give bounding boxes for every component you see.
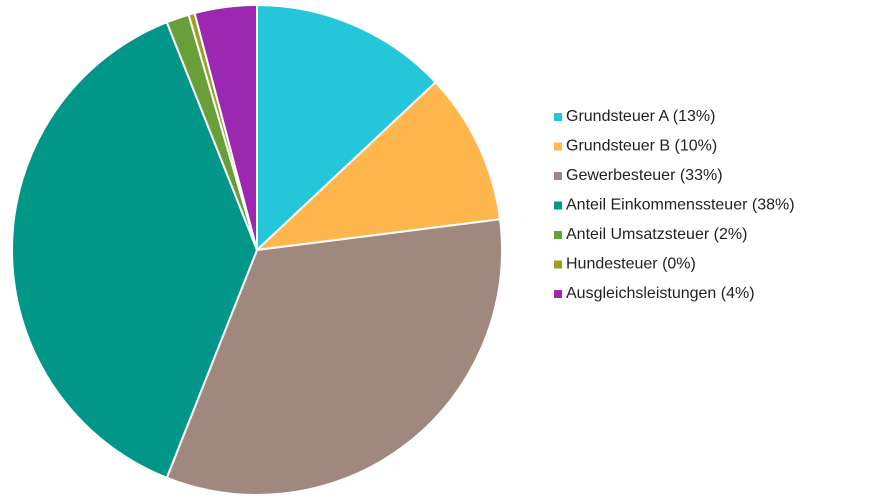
legend-swatch	[554, 231, 562, 239]
legend-swatch	[554, 113, 562, 121]
legend-label: Grundsteuer A (13%)	[566, 108, 715, 125]
legend-swatch	[554, 290, 562, 298]
legend-swatch	[554, 201, 562, 210]
pie-slice	[165, 218, 503, 496]
legend-label: Ausgleichsleistungen (4%)	[566, 285, 755, 302]
legend-swatch	[554, 260, 562, 269]
pie-slice	[254, 80, 502, 252]
legend-label: Gewerbesteuer (33%)	[566, 167, 723, 184]
legend-label: Hundesteuer (0%)	[566, 256, 696, 273]
pie-slice	[193, 3, 258, 251]
legend-label: Anteil Einkommenssteuer (38%)	[566, 197, 795, 214]
legend-label: Anteil Umsatzsteuer (2%)	[566, 226, 747, 243]
legend-swatch	[554, 142, 562, 151]
pie-slice	[11, 20, 259, 480]
legend-swatch	[554, 172, 562, 180]
legend-label: Grundsteuer B (10%)	[566, 138, 717, 155]
pie-slice	[256, 3, 438, 253]
